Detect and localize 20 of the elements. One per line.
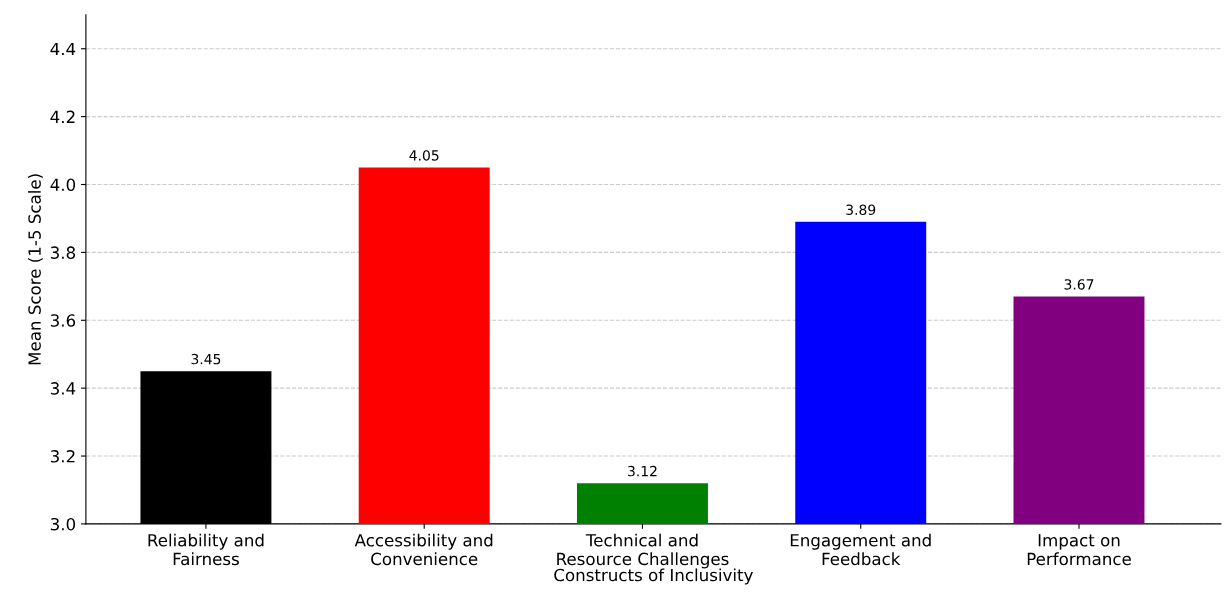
y-tick-label: 4.4 (50, 42, 76, 56)
y-tick-label: 4.2 (50, 110, 75, 123)
data-label: 3.67 (1064, 279, 1094, 290)
y-tick-label: 3.0 (50, 517, 76, 531)
data-label: 3.89 (846, 204, 876, 215)
y-axis-title: Mean Score (1-5 Scale) (27, 174, 43, 365)
x-tick-label: Accessibility and Convenience (354, 533, 493, 566)
x-tick-label: Reliability and Fairness (148, 533, 264, 566)
y-tick-label: 4.0 (50, 178, 76, 192)
x-tick-label: Technical and Resource Challenges (557, 533, 729, 569)
x-axis-title: Constructs of Inclusivity (554, 568, 753, 585)
data-label: 3.45 (191, 353, 221, 365)
data-label: 3.12 (628, 465, 657, 477)
y-tick-label: 3.4 (50, 382, 76, 395)
x-tick-label: Impact on Performance (1027, 534, 1131, 566)
y-tick-label: 3.2 (50, 450, 75, 463)
y-tick-label: 3.8 (50, 246, 76, 259)
y-tick-label: 3.6 (50, 314, 76, 327)
x-tick-label: Engagement and Feedback (790, 533, 931, 566)
data-label: 4.05 (409, 150, 439, 161)
